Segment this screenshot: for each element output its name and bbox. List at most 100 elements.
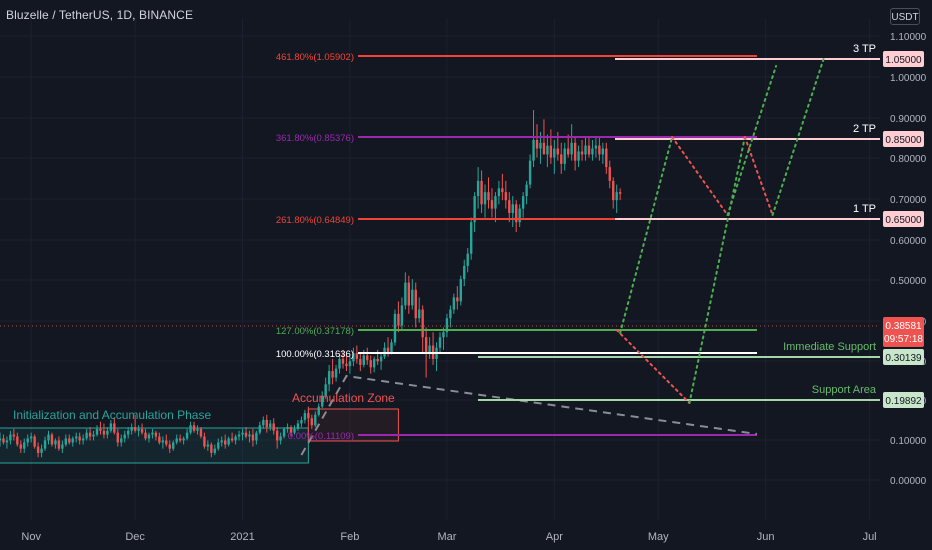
- candle-body: [449, 309, 452, 319]
- x-tick-label: 2021: [230, 531, 254, 543]
- candle-body: [566, 148, 570, 155]
- target-label: 1 TP: [853, 203, 876, 215]
- x-tick-label: Nov: [21, 531, 41, 543]
- candle-body: [483, 192, 487, 205]
- candle-body: [386, 347, 390, 353]
- candle-body: [213, 448, 217, 453]
- grid: [0, 18, 880, 520]
- currency-button[interactable]: USDT: [890, 8, 920, 25]
- support-label: Support Area: [812, 384, 877, 396]
- candle-body: [300, 419, 303, 424]
- candle-body: [92, 434, 95, 437]
- candle-body: [78, 436, 81, 441]
- candle-body: [223, 440, 227, 445]
- candle-body: [362, 355, 365, 365]
- x-tick-label: Feb: [340, 531, 359, 543]
- candle-body: [324, 384, 327, 396]
- candle-body: [379, 356, 383, 362]
- candle-body: [61, 444, 64, 449]
- candle-body: [88, 432, 92, 437]
- candles: [0, 110, 622, 458]
- candle-body: [29, 436, 33, 439]
- candle-body: [563, 148, 566, 164]
- candle-body: [580, 151, 584, 155]
- candle-body: [424, 337, 428, 354]
- candle-body: [172, 442, 175, 449]
- candle-body: [539, 142, 542, 149]
- candle-body: [518, 208, 521, 223]
- candle-body: [199, 428, 203, 437]
- candle-body: [192, 425, 196, 431]
- candle-body: [99, 428, 102, 431]
- candle-body: [618, 192, 622, 194]
- candle-body: [456, 297, 459, 302]
- candle-body: [546, 145, 549, 155]
- last-price-tag-bg: [883, 317, 924, 347]
- candle-body: [272, 423, 275, 431]
- last-price-tag: 0.38581: [885, 321, 922, 332]
- candle-body: [591, 148, 594, 155]
- x-tick-label: Apr: [546, 531, 563, 543]
- target-label: 2 TP: [853, 123, 876, 135]
- candle-body: [113, 423, 116, 433]
- candle-body: [81, 438, 85, 441]
- candle-body: [369, 360, 372, 368]
- y-tick-label: 0.70000: [890, 195, 927, 206]
- x-tick-label: Jun: [757, 531, 775, 543]
- candle-body: [352, 353, 355, 362]
- candle-body: [16, 436, 19, 445]
- target-price-tag-bg: [883, 211, 924, 227]
- candle-body: [12, 434, 16, 437]
- candle-body: [33, 436, 36, 447]
- candle-body: [0, 438, 2, 441]
- candle-body: [230, 438, 234, 441]
- candle-body: [40, 448, 43, 453]
- candle-body: [549, 145, 553, 158]
- candle-body: [307, 413, 310, 419]
- candle-body: [64, 438, 68, 445]
- candle-body: [95, 428, 99, 435]
- candle-body: [130, 427, 133, 431]
- candle-body: [203, 436, 206, 447]
- candle-body: [321, 395, 324, 407]
- candle-body: [487, 192, 490, 201]
- candle-body: [532, 139, 535, 161]
- candle-body: [376, 358, 379, 362]
- candle-body: [476, 180, 480, 197]
- candle-body: [71, 438, 74, 443]
- projection-segment: [615, 329, 691, 404]
- candle-body: [137, 428, 140, 431]
- candle-body: [123, 434, 126, 439]
- candle-body: [414, 289, 417, 319]
- candle-body: [36, 446, 40, 453]
- candle-body: [584, 145, 587, 155]
- candle-body: [348, 361, 352, 367]
- candle-body: [57, 440, 61, 449]
- candle-body: [535, 139, 539, 149]
- candle-body: [175, 438, 178, 443]
- candle-body: [560, 154, 563, 164]
- target-price-tag: 1.05000: [885, 55, 922, 66]
- candle-body: [296, 423, 300, 429]
- candle-body: [497, 188, 501, 197]
- accumulation-phase-box: [0, 427, 309, 464]
- candle-body: [161, 440, 165, 443]
- candle-body: [393, 313, 397, 343]
- target-price-tag: 0.65000: [885, 215, 922, 226]
- candle-body: [331, 371, 334, 378]
- candle-body: [341, 358, 345, 364]
- candle-body: [26, 438, 29, 443]
- candle-body: [542, 142, 546, 155]
- candle-body: [102, 430, 106, 435]
- candle-body: [345, 363, 348, 367]
- candle-body: [428, 345, 431, 354]
- candle-body: [404, 282, 407, 306]
- candle-body: [407, 282, 411, 306]
- candle-body: [310, 418, 314, 426]
- candle-body: [615, 192, 618, 201]
- candle-body: [258, 425, 262, 433]
- candle-body: [511, 204, 514, 213]
- candle-body: [9, 434, 12, 441]
- candle-body: [390, 342, 393, 353]
